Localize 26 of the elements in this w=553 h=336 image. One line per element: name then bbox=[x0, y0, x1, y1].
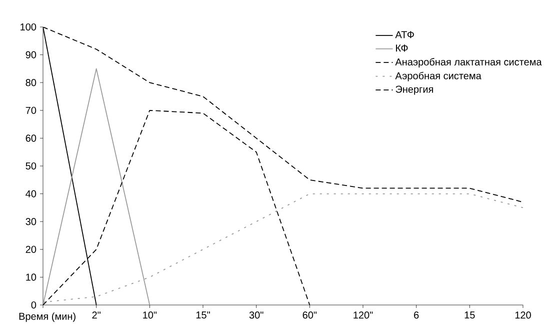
y-tick-label: 40 bbox=[26, 190, 36, 198]
y-tick-label: 20 bbox=[26, 246, 36, 253]
y-tick-label: 90 bbox=[26, 51, 36, 58]
x-tick-label: 120 bbox=[515, 312, 531, 319]
legend-label: Энергия bbox=[396, 86, 433, 95]
y-tick-label: 60 bbox=[26, 134, 36, 142]
x-tick-label: 30" bbox=[249, 312, 264, 319]
x-tick-label: 15" bbox=[196, 312, 210, 318]
y-tick-label: 80 bbox=[26, 79, 36, 86]
x-tick-label: 60" bbox=[302, 312, 317, 319]
x-tick-label: 120" bbox=[354, 312, 373, 319]
x-tick-label: 10" bbox=[143, 312, 157, 319]
x-axis-title: Время (мин) bbox=[19, 312, 76, 322]
x-tick-label: 6 bbox=[414, 312, 419, 319]
x-tick-label: 2" bbox=[92, 312, 100, 318]
legend-label: Аэробная система bbox=[395, 72, 482, 82]
y-tick-label: 70 bbox=[26, 106, 36, 114]
legend-label: КФ bbox=[396, 44, 408, 52]
y-tick-label: 10 bbox=[26, 274, 36, 281]
legend-label: Анаэробная лактатная система bbox=[395, 58, 542, 68]
y-tick-label: 50 bbox=[26, 162, 36, 170]
y-tick-label: 100 bbox=[20, 23, 36, 31]
legend-label: АТФ bbox=[395, 31, 414, 38]
x-tick-label: 15 bbox=[464, 312, 475, 318]
y-tick-label: 0 bbox=[31, 301, 36, 309]
y-tick-label: 30 bbox=[26, 218, 36, 226]
